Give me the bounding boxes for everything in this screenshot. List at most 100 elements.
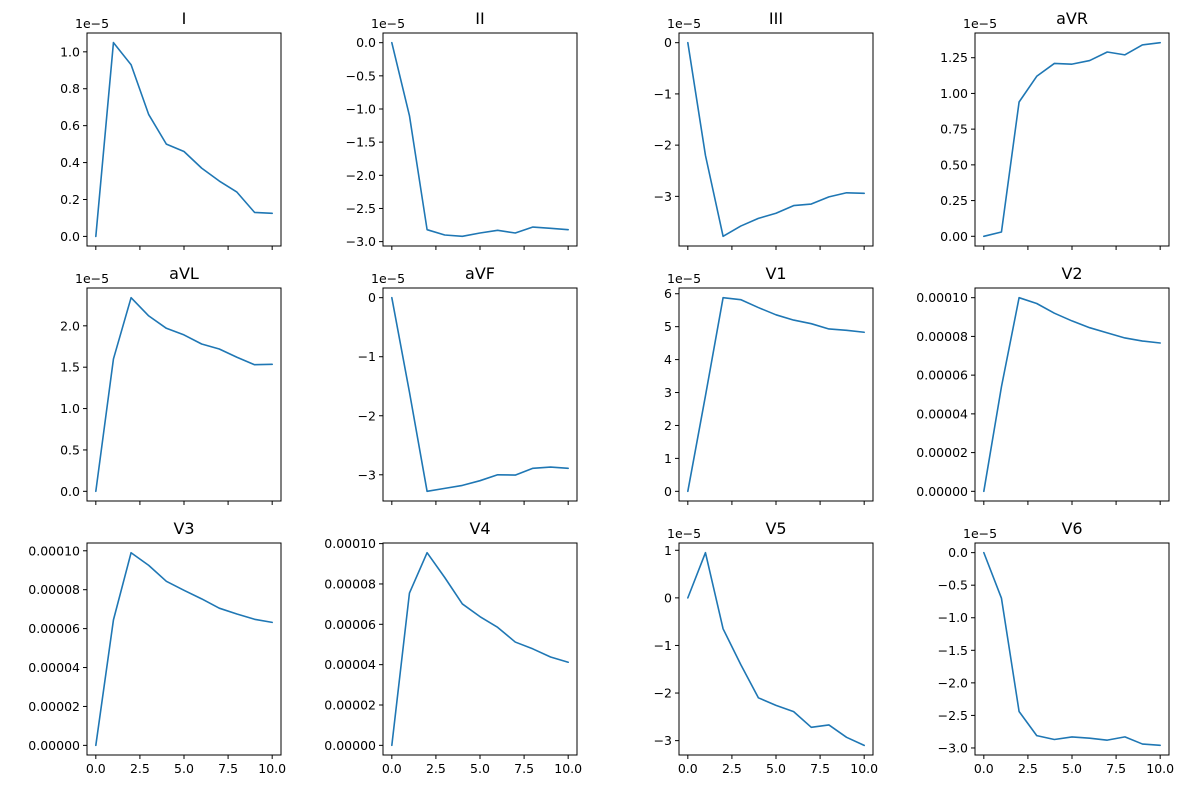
subplot-title: I: [182, 9, 187, 28]
subplot-title: V6: [1061, 519, 1082, 538]
y-tick-label: 6: [664, 286, 672, 301]
subplot-title: aVF: [465, 264, 495, 283]
x-tick-label: 5.0: [766, 761, 786, 776]
y-tick-label: 0.00004: [324, 657, 376, 672]
y-tick-label: 1: [664, 543, 672, 558]
subplot-title: V5: [765, 519, 786, 538]
y-tick-label: 0.0: [948, 545, 968, 560]
y-tick-label: 0.00010: [916, 290, 968, 305]
subplot-title: V4: [469, 519, 490, 538]
y-tick-label: 0.00010: [28, 543, 80, 558]
y-tick-label: 0.00: [940, 229, 968, 244]
y-tick-label: 0.00002: [324, 698, 376, 713]
y-tick-label: 0.4: [60, 155, 80, 170]
subplot-title: aVR: [1056, 9, 1088, 28]
y-tick-label: 0.0: [356, 35, 376, 50]
series-line: [391, 296, 569, 493]
x-tick-label: 0.0: [86, 761, 106, 776]
scale-offset-label: 1e−5: [371, 271, 405, 286]
x-tick-label: 2.5: [1018, 761, 1038, 776]
scale-offset-label: 1e−5: [963, 526, 997, 541]
subplot-aVL: 0.0 0.5 1.0 1.5 2.0 1e−5 aVL: [60, 264, 282, 505]
x-tick-label: 7.5: [514, 761, 534, 776]
x-tick-label: 10.0: [258, 761, 286, 776]
y-tick-label: 0.00008: [916, 329, 968, 344]
y-tick-label: 0.00006: [916, 368, 968, 383]
y-tick-label: −1.0: [938, 610, 968, 625]
y-tick-label: 0.0: [60, 229, 80, 244]
subplot-title: V2: [1061, 264, 1082, 283]
subplot-title: aVL: [169, 264, 199, 283]
y-tick-label: 1.0: [60, 401, 80, 416]
y-tick-label: −2: [654, 138, 672, 153]
series-line: [95, 41, 273, 238]
y-tick-label: −1: [654, 638, 672, 653]
scale-offset-label: 1e−5: [75, 16, 109, 31]
series-line: [983, 296, 1161, 493]
y-tick-label: 0.75: [940, 122, 968, 137]
y-tick-label: −3.0: [346, 234, 376, 249]
y-tick-label: −3: [358, 467, 376, 482]
y-tick-label: −0.5: [938, 578, 968, 593]
y-tick-label: 1.00: [940, 86, 968, 101]
series-line: [95, 551, 273, 747]
y-tick-label: −1: [358, 349, 376, 364]
x-tick-label: 10.0: [554, 761, 582, 776]
y-tick-label: 3: [664, 385, 672, 400]
y-tick-label: 0.00004: [916, 406, 968, 421]
y-tick-label: 1: [664, 451, 672, 466]
subplot-III: 0 −1 −2 −3 1e−5 III: [654, 9, 874, 250]
subplot-V6: 0.0 2.5 5.0 7.5 10.0 0.0 −0.5 −1.0 −1.5 −2.0 −2.5 −…: [938, 519, 1174, 776]
series-line: [391, 551, 569, 747]
y-tick-label: 5: [664, 319, 672, 334]
y-tick-label: 0.00000: [324, 738, 376, 753]
scale-offset-label: 1e−5: [371, 16, 405, 31]
subplot-title: II: [475, 9, 484, 28]
y-tick-label: −3: [654, 189, 672, 204]
series-line: [687, 551, 865, 747]
y-tick-label: 0.6: [60, 118, 80, 133]
y-tick-label: 0.2: [60, 192, 80, 207]
x-tick-label: 5.0: [174, 761, 194, 776]
y-tick-label: 0.00010: [324, 536, 376, 551]
y-tick-label: 2: [664, 418, 672, 433]
y-tick-label: −0.5: [346, 68, 376, 83]
y-tick-label: −3.0: [938, 740, 968, 755]
scale-offset-label: 1e−5: [75, 271, 109, 286]
y-tick-label: 0.00002: [28, 699, 80, 714]
subplot-aVR: 0.00 0.25 0.50 0.75 1.00 1.25 1e−5 aVR: [940, 9, 1170, 250]
x-tick-label: 7.5: [218, 761, 238, 776]
y-tick-label: −1.0: [346, 101, 376, 116]
scale-offset-label: 1e−5: [963, 16, 997, 31]
y-tick-label: 0.00008: [28, 582, 80, 597]
x-tick-label: 7.5: [810, 761, 830, 776]
y-tick-label: −2: [654, 686, 672, 701]
y-tick-label: −2.0: [938, 675, 968, 690]
y-tick-label: 1.25: [940, 50, 968, 65]
y-tick-label: 0.25: [940, 193, 968, 208]
y-tick-label: 0.8: [60, 81, 80, 96]
y-tick-label: −1.5: [938, 643, 968, 658]
y-tick-label: 0.00000: [28, 738, 80, 753]
x-tick-label: 10.0: [1146, 761, 1174, 776]
subplot-title: III: [769, 9, 783, 28]
y-tick-label: 1.5: [60, 360, 80, 375]
y-tick-label: 0.50: [940, 157, 968, 172]
y-tick-label: −2.5: [346, 201, 376, 216]
y-tick-label: 2.0: [60, 318, 80, 333]
subplot-V2: 0.00000 0.00002 0.00004 0.00006 0.00008 0.000…: [916, 264, 1170, 505]
y-tick-label: 0.00006: [28, 621, 80, 636]
subplot-I: 0.0 0.2 0.4 0.6 0.8 1.0 1e−5 I: [60, 9, 282, 250]
y-tick-label: −2.0: [346, 168, 376, 183]
subplot-aVF: 0 −1 −2 −3 1e−5 aVF: [358, 264, 578, 505]
x-tick-label: 0.0: [678, 761, 698, 776]
subplot-title: V1: [765, 264, 786, 283]
y-tick-label: 0: [664, 590, 672, 605]
y-tick-label: 0: [664, 484, 672, 499]
x-tick-label: 5.0: [470, 761, 490, 776]
subplot-V4: 0.0 2.5 5.0 7.5 10.0 0.00000 0.00002 0.00004 0.0…: [324, 519, 582, 776]
series-line: [687, 41, 865, 238]
subplot-II: 0.0 −0.5 −1.0 −1.5 −2.0 −2.5 −3.0 1e−5 II: [346, 9, 578, 250]
x-tick-label: 2.5: [130, 761, 150, 776]
